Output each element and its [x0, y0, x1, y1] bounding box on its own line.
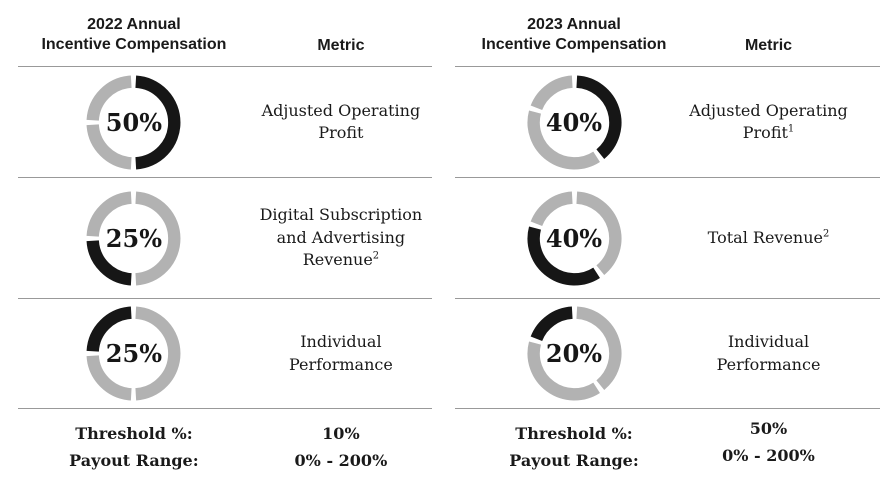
- metric-name: Adjusted Operating Profit1: [689, 100, 848, 142]
- footer-2023: Threshold %: 50% Payout Range: 0% - 200%: [455, 408, 880, 474]
- metric-row: 50% Adjusted Operating Profit: [18, 66, 432, 177]
- panel-title-2022: 2022 Annual Incentive Compensation: [18, 15, 250, 55]
- metric-name: Adjusted Operating Profit: [261, 100, 421, 142]
- weight-donut-chart: 20%: [526, 306, 622, 401]
- weight-value: 40%: [545, 223, 603, 253]
- weight-donut-chart: 40%: [526, 191, 622, 286]
- threshold-value: 50%: [749, 419, 788, 438]
- metric-row: 25% Digital Subscription and Advertising Re…: [18, 177, 432, 298]
- panel-title-line1: 2023 Annual: [527, 16, 621, 33]
- panel-title-2023: 2023 Annual Incentive Compensation: [455, 15, 693, 55]
- weight-value: 50%: [105, 107, 162, 137]
- metric-row: 40% Adjusted Operating Profit1: [455, 66, 880, 177]
- comparison-layout: 2022 Annual Incentive Compensation Metri…: [18, 0, 880, 474]
- metric-rows-2023: 40% Adjusted Operating Profit1 40% Total Rev…: [455, 66, 880, 408]
- metric-row: 25% Individual Performance: [18, 298, 432, 408]
- threshold-row: Threshold %: 10%: [18, 420, 432, 447]
- metric-column-header: Metric: [317, 37, 365, 54]
- payout-value: 0% - 200%: [722, 446, 815, 465]
- payout-label: Payout Range:: [69, 451, 199, 470]
- metric-name: Individual Performance: [716, 332, 821, 374]
- weight-chart-cell: 25%: [18, 191, 250, 286]
- weight-chart-cell: 40%: [455, 75, 693, 170]
- table-2023-annual-incentive: 2023 Annual Incentive Compensation Metri…: [455, 0, 880, 474]
- metric-rows-2022: 50% Adjusted Operating Profit 25% Digital Su…: [18, 66, 432, 408]
- metric-name: Total Revenue2: [707, 227, 830, 247]
- threshold-label: Threshold %:: [515, 424, 633, 443]
- threshold-row: Threshold %: 50%: [455, 419, 880, 447]
- panel-title-line2: Incentive Compensation: [41, 36, 227, 53]
- footer-2022: Threshold %: 10% Payout Range: 0% - 200%: [18, 408, 432, 474]
- threshold-label: Threshold %:: [75, 424, 193, 443]
- weight-donut-chart: 25%: [86, 306, 181, 401]
- weight-donut-chart: 40%: [526, 75, 622, 170]
- metric-name: Individual Performance: [289, 332, 393, 374]
- weight-chart-cell: 20%: [455, 306, 693, 401]
- payout-row: Payout Range: 0% - 200%: [455, 446, 880, 474]
- weight-chart-cell: 25%: [18, 306, 250, 401]
- metric-column-header: Metric: [744, 37, 793, 54]
- table-2022-annual-incentive: 2022 Annual Incentive Compensation Metri…: [18, 0, 432, 474]
- metric-row: 40% Total Revenue2: [455, 177, 880, 298]
- payout-label: Payout Range:: [509, 451, 639, 470]
- weight-chart-cell: 40%: [455, 191, 693, 286]
- weight-value: 40%: [545, 107, 603, 137]
- metric-name: Digital Subscription and Advertising Reven…: [259, 205, 423, 270]
- panel-title-line1: 2022 Annual: [87, 16, 181, 33]
- weight-chart-cell: 50%: [18, 75, 250, 170]
- metric-row: 20% Individual Performance: [455, 298, 880, 408]
- weight-value: 20%: [545, 339, 603, 368]
- weight-value: 25%: [105, 223, 162, 253]
- threshold-value: 10%: [322, 424, 360, 443]
- weight-donut-chart: 50%: [86, 75, 181, 170]
- header-row-2023: 2023 Annual Incentive Compensation Metri…: [455, 0, 880, 66]
- weight-donut-chart: 25%: [86, 191, 181, 286]
- weight-value: 25%: [105, 339, 162, 368]
- panel-title-line2: Incentive Compensation: [481, 36, 667, 53]
- payout-value: 0% - 200%: [294, 451, 388, 470]
- header-row-2022: 2022 Annual Incentive Compensation Metri…: [18, 0, 432, 66]
- payout-row: Payout Range: 0% - 200%: [18, 447, 432, 474]
